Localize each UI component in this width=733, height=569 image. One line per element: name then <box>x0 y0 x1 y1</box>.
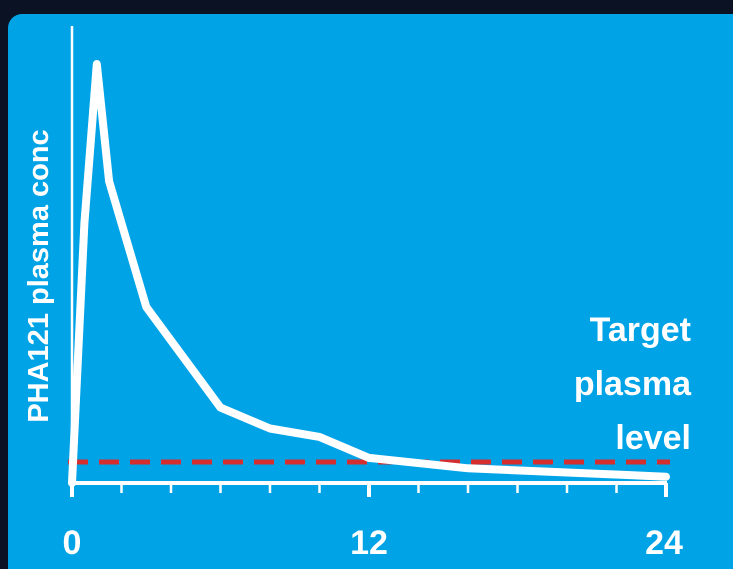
x-tick-label: 12 <box>350 524 388 562</box>
concentration-point <box>96 63 98 65</box>
series-layer <box>68 60 670 487</box>
concentration-point <box>83 222 85 224</box>
concentration-point <box>220 407 221 409</box>
labels-layer: 0 12 24 PHA121 plasma conc Target plasma level <box>23 129 692 562</box>
y-axis-label: PHA121 plasma conc <box>23 129 55 422</box>
concentration-point <box>269 428 271 430</box>
target-label-line: plasma <box>574 365 692 403</box>
concentration-point <box>108 180 110 182</box>
concentration-point <box>368 457 370 459</box>
concentration-point <box>566 472 568 474</box>
concentration-point <box>145 306 147 308</box>
concentration-point <box>319 436 320 438</box>
concentration-series-line <box>68 60 670 487</box>
axes <box>70 26 668 497</box>
concentration-point <box>71 482 73 484</box>
target-label-line: level <box>615 419 691 457</box>
concentration-point <box>665 476 667 478</box>
chart-panel: 0 12 24 PHA121 plasma conc Target plasma level <box>8 14 733 569</box>
concentration-point <box>467 467 469 469</box>
x-tick-label: 0 <box>63 524 82 562</box>
pk-line-chart: 0 12 24 PHA121 plasma conc Target plasma level <box>23 26 692 562</box>
target-label-line: Target <box>590 311 691 349</box>
x-tick-label: 24 <box>645 524 683 562</box>
